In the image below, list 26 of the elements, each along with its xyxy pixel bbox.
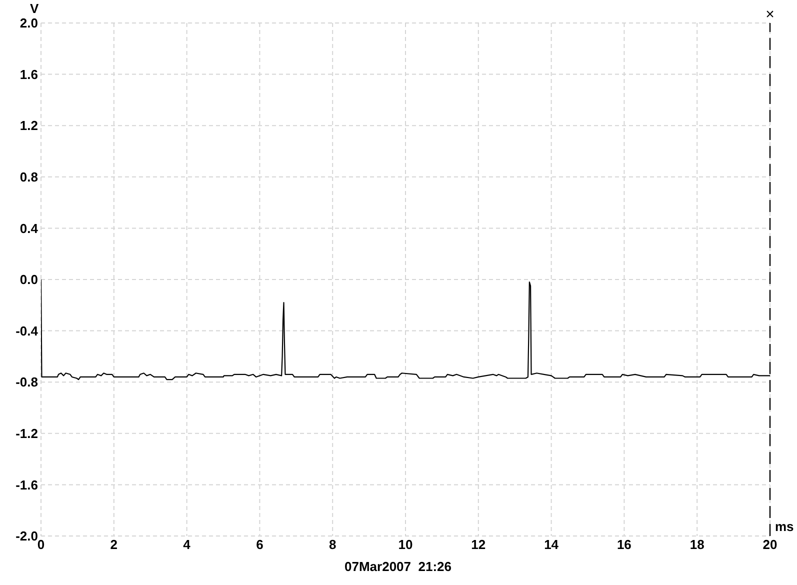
- y-tick-label: 2.0: [20, 16, 38, 31]
- x-tick-label: 16: [616, 537, 632, 552]
- x-tick-label: 14: [544, 537, 560, 552]
- x-tick-label: 6: [256, 537, 264, 552]
- x-tick-label: 12: [471, 537, 486, 552]
- y-axis-title: V: [30, 1, 39, 16]
- y-tick-label: 1.2: [20, 118, 38, 134]
- text: 07Mar2007 21:26: [344, 559, 452, 574]
- y-tick-label: -1.6: [16, 477, 38, 492]
- x-tick-label: 8: [328, 537, 336, 552]
- y-tick-label: 0.4: [20, 220, 39, 236]
- x-axis-title: ms: [775, 519, 794, 534]
- y-tick-label: -1.2: [16, 426, 38, 442]
- y-tick-label: -0.4: [16, 323, 39, 338]
- x-tick-label: 18: [690, 537, 704, 552]
- y-tick-label: 0.8: [20, 170, 38, 185]
- x-tick-label: 2: [110, 537, 118, 552]
- y-tick-label: -2.0: [16, 528, 38, 544]
- y-tick-label: 1.6: [20, 66, 38, 82]
- x-tick-label: 10: [398, 537, 413, 552]
- ref-line-label: ×: [766, 6, 774, 23]
- x-tick-label: 0: [37, 537, 45, 552]
- x-tick-label: 20: [762, 537, 778, 552]
- y-tick-label: -0.8: [16, 374, 38, 390]
- y-tick-label: 0.0: [20, 272, 38, 288]
- x-tick-label: 4: [183, 537, 192, 552]
